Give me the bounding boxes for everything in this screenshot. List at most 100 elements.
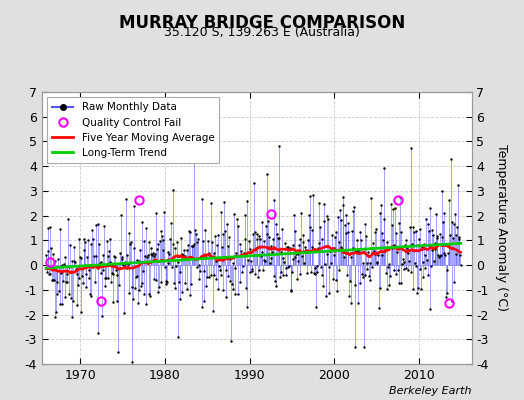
- Point: [244, 257, 253, 263]
- Point: [433, 233, 442, 239]
- Point: [319, 283, 327, 289]
- Point: [353, 247, 362, 254]
- Point: [237, 269, 246, 275]
- Point: [333, 287, 341, 294]
- Point: [413, 290, 421, 296]
- Point: [340, 202, 348, 208]
- Point: [280, 259, 288, 266]
- Point: [137, 283, 145, 290]
- Point: [337, 217, 345, 223]
- Point: [131, 285, 139, 292]
- Point: [335, 267, 343, 273]
- Point: [284, 264, 292, 270]
- Point: [185, 229, 194, 235]
- Point: [410, 229, 418, 235]
- Point: [350, 204, 358, 211]
- Point: [361, 221, 369, 228]
- Point: [306, 193, 314, 200]
- Point: [148, 252, 156, 258]
- Point: [366, 277, 375, 283]
- Point: [395, 220, 403, 226]
- Point: [233, 216, 241, 222]
- Point: [281, 240, 289, 246]
- Point: [412, 263, 420, 269]
- Point: [101, 275, 109, 281]
- Point: [293, 276, 301, 282]
- Point: [321, 260, 329, 267]
- Point: [230, 211, 238, 218]
- Point: [212, 275, 220, 282]
- Point: [403, 250, 412, 256]
- Point: [166, 257, 174, 264]
- Point: [139, 268, 147, 274]
- Point: [158, 247, 167, 254]
- Point: [79, 280, 87, 287]
- Point: [388, 244, 397, 251]
- Point: [145, 238, 153, 245]
- Point: [387, 200, 395, 207]
- Point: [381, 270, 390, 276]
- Point: [256, 236, 264, 243]
- Point: [152, 210, 160, 216]
- Point: [121, 261, 129, 267]
- Point: [107, 279, 115, 286]
- Point: [194, 236, 202, 242]
- Point: [228, 260, 237, 267]
- Point: [257, 249, 266, 255]
- Point: [356, 229, 365, 235]
- Point: [161, 277, 170, 284]
- Point: [67, 295, 75, 302]
- Point: [408, 240, 416, 247]
- Point: [210, 272, 219, 278]
- Point: [147, 251, 156, 257]
- Point: [375, 284, 384, 291]
- Point: [127, 283, 136, 290]
- Point: [379, 165, 388, 171]
- Point: [153, 246, 161, 252]
- Point: [342, 230, 350, 237]
- Point: [47, 245, 56, 251]
- Point: [86, 291, 94, 297]
- Point: [127, 239, 135, 246]
- Point: [91, 279, 99, 285]
- Point: [233, 291, 242, 297]
- Point: [149, 250, 157, 256]
- Point: [414, 242, 422, 248]
- Point: [315, 200, 324, 206]
- Point: [211, 233, 219, 239]
- Point: [50, 258, 59, 264]
- Point: [455, 234, 464, 240]
- Point: [346, 300, 355, 306]
- Point: [390, 266, 399, 273]
- Point: [113, 297, 121, 304]
- Point: [283, 244, 291, 250]
- Point: [220, 199, 228, 206]
- Point: [121, 258, 129, 265]
- Point: [322, 213, 331, 219]
- Point: [163, 279, 171, 285]
- Point: [281, 265, 290, 272]
- Point: [58, 301, 67, 307]
- Point: [61, 254, 69, 260]
- Point: [135, 258, 143, 264]
- Point: [223, 272, 232, 279]
- Point: [373, 259, 381, 265]
- Point: [269, 272, 278, 279]
- Point: [172, 238, 181, 245]
- Point: [60, 261, 68, 267]
- Point: [141, 253, 149, 260]
- Point: [369, 240, 377, 246]
- Point: [259, 267, 267, 274]
- Point: [196, 268, 204, 275]
- Point: [188, 243, 196, 249]
- Point: [275, 143, 283, 150]
- Point: [212, 258, 221, 264]
- Point: [406, 224, 414, 230]
- Point: [53, 290, 62, 297]
- Point: [125, 230, 134, 237]
- Point: [208, 238, 216, 245]
- Point: [157, 279, 166, 286]
- Point: [126, 240, 134, 247]
- Point: [237, 248, 245, 254]
- Point: [446, 232, 454, 239]
